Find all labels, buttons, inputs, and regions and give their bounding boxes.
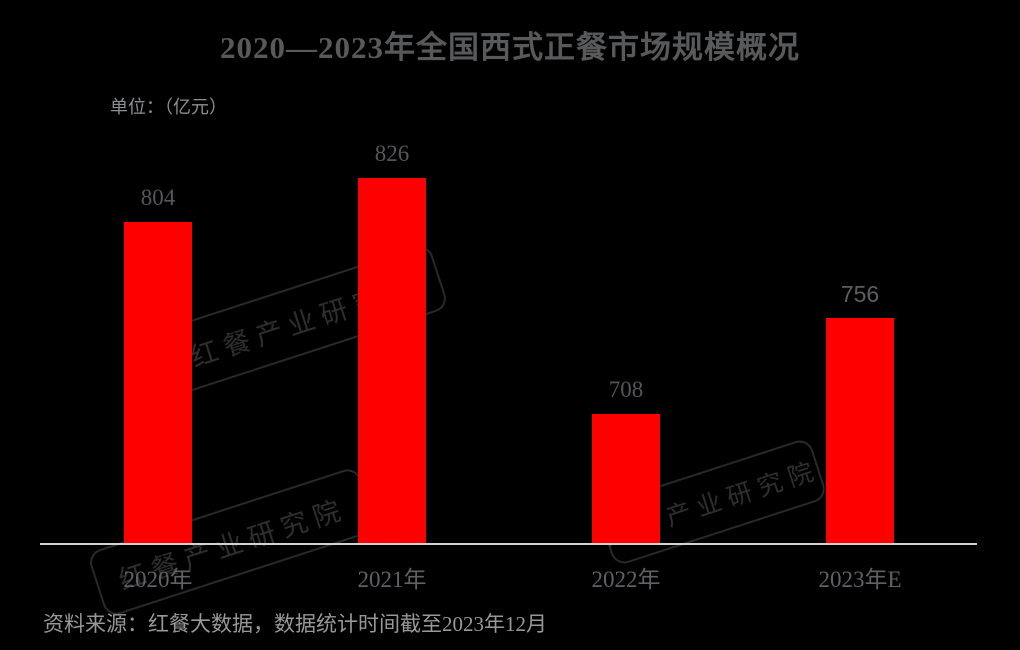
chart-title: 2020—2023年全国西式正餐市场规模概况 — [220, 30, 800, 65]
x-axis-tick-label: 2022年 — [591, 567, 661, 592]
source-note: 资料来源：红餐大数据，数据统计时间截至2023年12月 — [43, 612, 547, 636]
x-axis-line — [40, 543, 977, 545]
bar-value-label: 756 — [840, 281, 880, 307]
x-axis-tick-label: 2021年 — [357, 567, 427, 592]
bar-2022年 — [592, 414, 660, 544]
bar-value-label: 708 — [608, 377, 644, 402]
bar-2021年 — [358, 178, 426, 544]
x-axis-tick-label: 2023年E — [818, 567, 902, 592]
bar-2023年E — [826, 318, 894, 544]
bar-2020年 — [124, 222, 192, 544]
x-axis-tick-label: 2020年 — [123, 567, 193, 592]
unit-label: 单位：（亿元） — [110, 97, 227, 117]
bar-value-label: 804 — [140, 185, 176, 210]
bar-value-label: 826 — [374, 141, 410, 166]
